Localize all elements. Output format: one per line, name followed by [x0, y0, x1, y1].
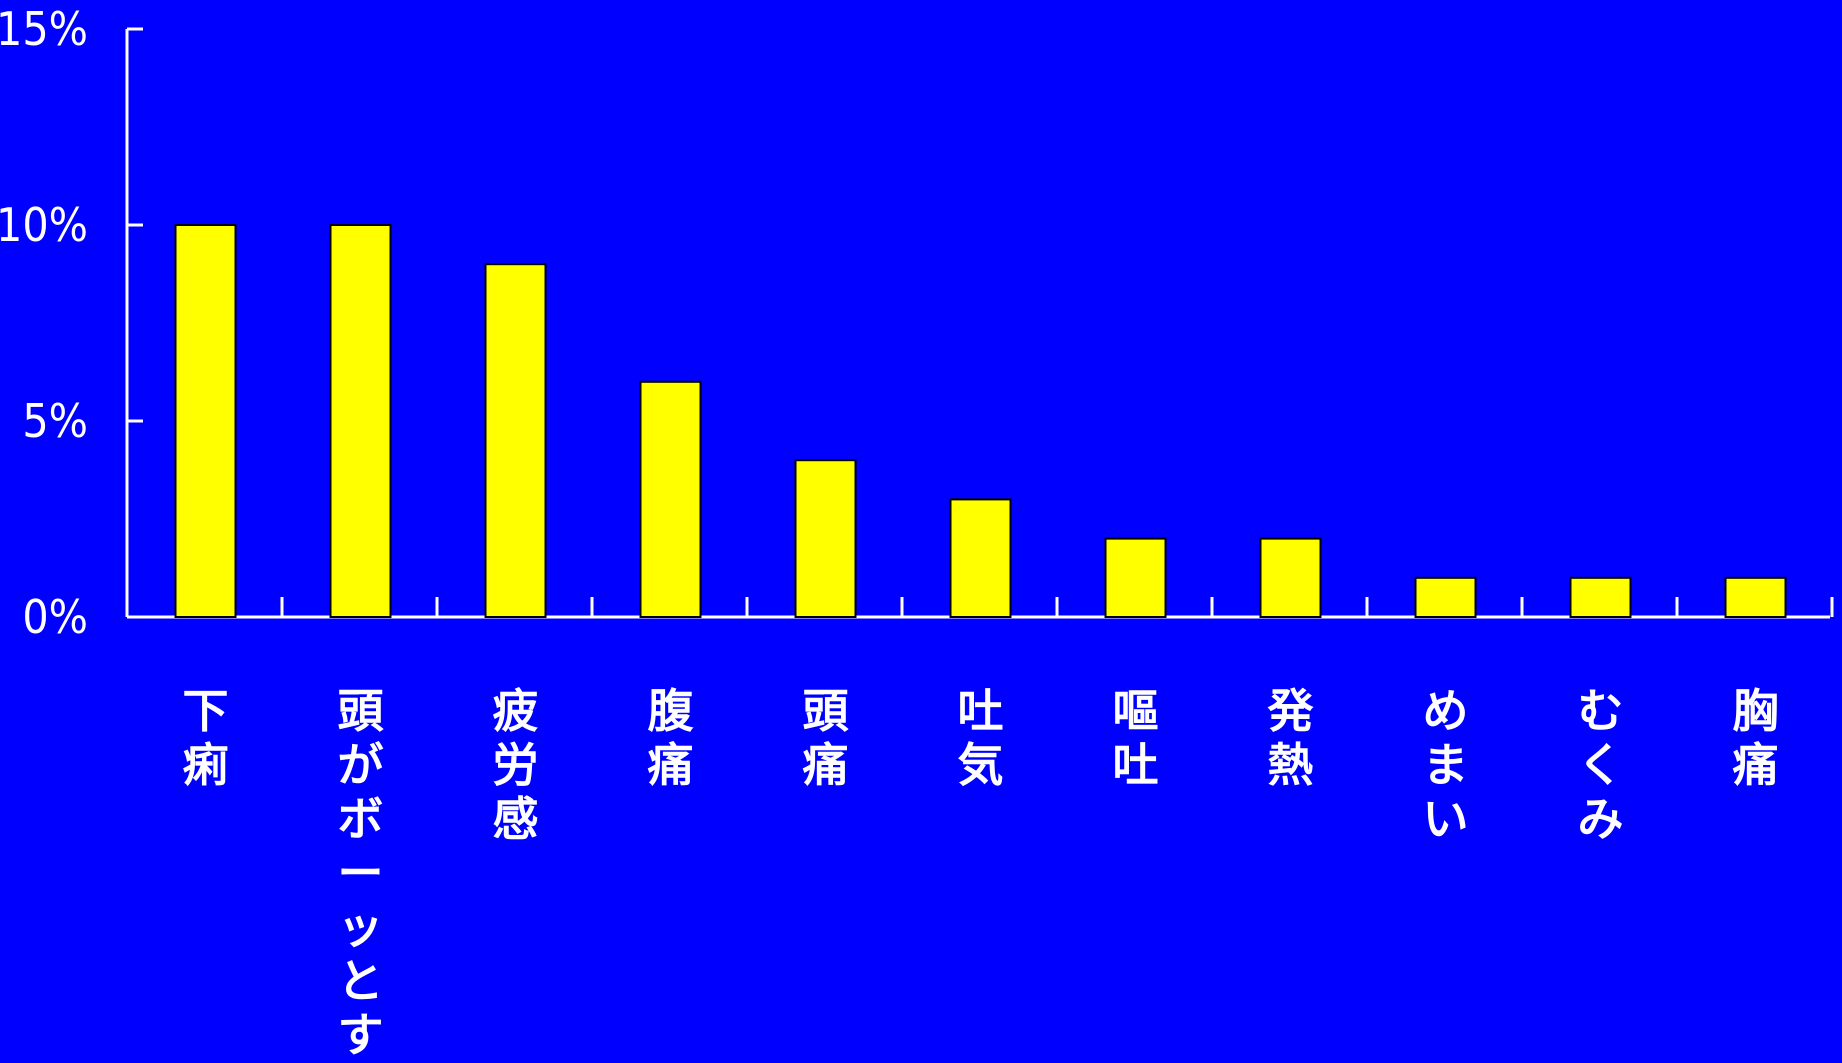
- y-tick-label: 10%: [0, 198, 88, 252]
- category-label: 頭痛: [803, 684, 850, 792]
- y-tick-label: 5%: [22, 394, 88, 448]
- category-label: 胸痛: [1733, 684, 1779, 792]
- category-label: 吐気: [958, 684, 1004, 792]
- bar: [794, 459, 857, 619]
- y-tick-label: 15%: [0, 2, 88, 56]
- category-label: むくみ: [1578, 684, 1624, 846]
- bar: [1724, 576, 1787, 618]
- bar: [329, 224, 392, 618]
- category-label: 腹痛: [648, 684, 695, 792]
- category-label: 発熱: [1268, 684, 1315, 792]
- bar: [1259, 537, 1322, 618]
- category-label: 嘔吐: [1113, 684, 1159, 792]
- bar: [639, 380, 702, 618]
- bar: [1414, 576, 1477, 618]
- category-label: 疲労感: [493, 684, 539, 846]
- bar: [949, 498, 1012, 618]
- bar: [1569, 576, 1632, 618]
- y-axis: 0% 5% 10% 15%: [0, 2, 143, 644]
- bars: [174, 224, 1787, 619]
- category-label: 頭がボーッとする: [338, 684, 385, 1063]
- y-tick-label: 0%: [22, 590, 88, 644]
- bar: [174, 224, 237, 618]
- category-label: めまい: [1423, 684, 1469, 846]
- bar: [1104, 537, 1167, 618]
- bar: [484, 263, 547, 618]
- category-label: 下痢: [183, 684, 229, 792]
